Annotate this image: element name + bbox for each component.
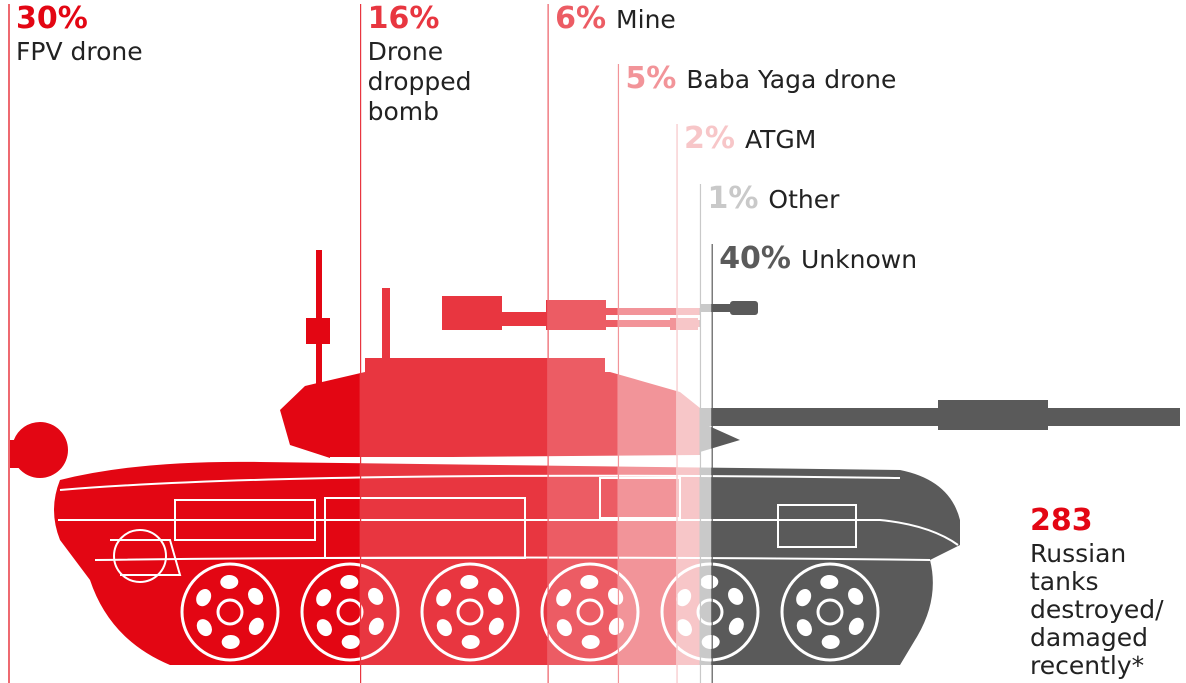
segment xyxy=(676,0,700,683)
category-label: Other xyxy=(768,185,840,214)
segment xyxy=(8,0,360,683)
chart: 30%FPV drone 16%Drone dropped bomb 6% Mine 5… xyxy=(0,0,1186,683)
category-label: Unknown xyxy=(801,245,917,274)
total-value: 283 xyxy=(1030,503,1093,538)
percent-label: 40% xyxy=(719,241,791,276)
percent-label: 5% xyxy=(625,61,676,96)
category-label: ATGM xyxy=(745,125,816,154)
percent-label: 30% xyxy=(16,1,88,36)
category-label: Drone dropped bomb xyxy=(368,37,480,126)
total-text: Russian tanks destroyed/ damaged recentl… xyxy=(1030,539,1172,680)
segment xyxy=(711,0,1180,683)
percent-label: 2% xyxy=(684,121,735,156)
percent-label: 1% xyxy=(707,181,758,216)
category-label: FPV drone xyxy=(16,37,143,66)
category-label: Baba Yaga drone xyxy=(686,65,896,94)
category-label: Mine xyxy=(616,5,676,34)
percent-label: 6% xyxy=(555,1,606,36)
percent-label: 16% xyxy=(368,1,440,36)
